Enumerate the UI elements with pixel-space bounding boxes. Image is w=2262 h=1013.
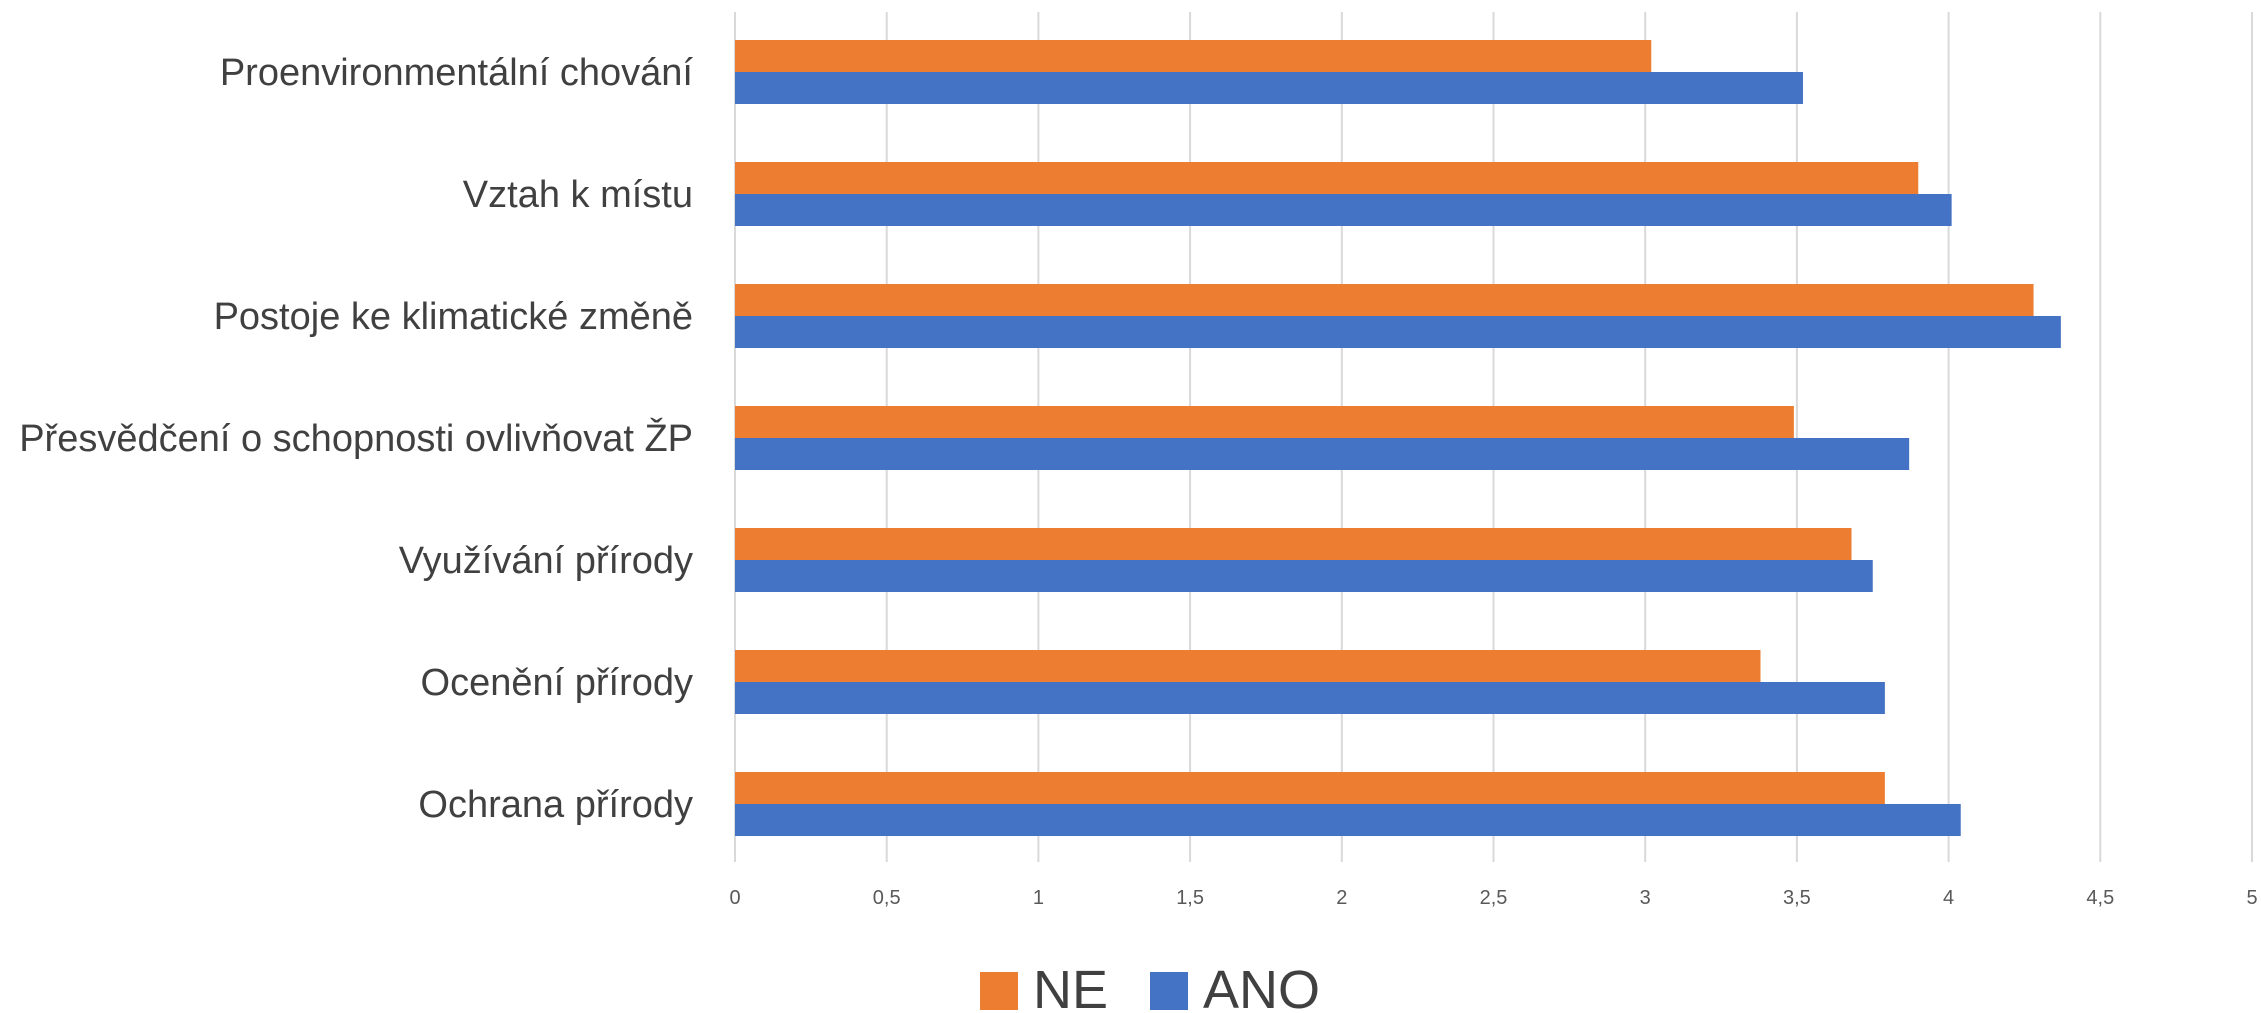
bar-ne-4 [735,528,1852,560]
bar-ne-6 [735,772,1885,804]
bar-ano-2 [735,316,2061,348]
legend-label-ano: ANO [1203,960,1320,1013]
bar-ano-6 [735,804,1961,836]
category-label: Vztah k místu [463,174,693,216]
legend-label-ne: NE [1033,960,1108,1013]
legend-swatch-ano [1150,972,1188,1010]
bars [735,40,2061,836]
x-tick-label: 1,5 [1176,887,1204,909]
x-tick-label: 4 [1943,887,1954,909]
bar-ano-1 [735,194,1952,226]
bar-ano-3 [735,438,1910,470]
x-tick-label: 4,5 [2086,887,2114,909]
legend-swatch-ne [980,972,1018,1010]
category-labels: Proenvironmentální chování Vztah k místu P… [19,52,693,826]
category-label: Ochrana přírody [418,784,693,826]
bar-ne-5 [735,650,1761,682]
bar-ano-0 [735,72,1803,104]
category-label: Přesvědčení o schopnosti ovlivňovat ŽP [19,417,693,460]
bar-ano-5 [735,682,1885,714]
x-tick-label: 1 [1033,887,1044,909]
bar-ne-2 [735,284,2034,316]
x-tick-label: 3 [1640,887,1651,909]
legend: NE ANO [980,960,1320,1013]
category-label: Proenvironmentální chování [220,52,694,94]
x-axis-ticks: 0 0,5 1 1,5 2 2,5 3 3,5 4 4,5 5 [729,887,2257,909]
x-tick-label: 3,5 [1783,887,1811,909]
x-tick-label: 0,5 [873,887,901,909]
category-label: Ocenění přírody [421,662,693,704]
category-label: Využívání přírody [399,540,693,582]
x-tick-label: 0 [729,887,740,909]
bar-ano-4 [735,560,1873,592]
bar-ne-1 [735,162,1919,194]
x-tick-label: 2 [1336,887,1347,909]
category-label: Postoje ke klimatické změně [214,296,693,338]
x-tick-label: 2,5 [1480,887,1508,909]
bar-ne-0 [735,40,1652,72]
bar-ne-3 [735,406,1794,438]
x-tick-label: 5 [2246,887,2257,909]
